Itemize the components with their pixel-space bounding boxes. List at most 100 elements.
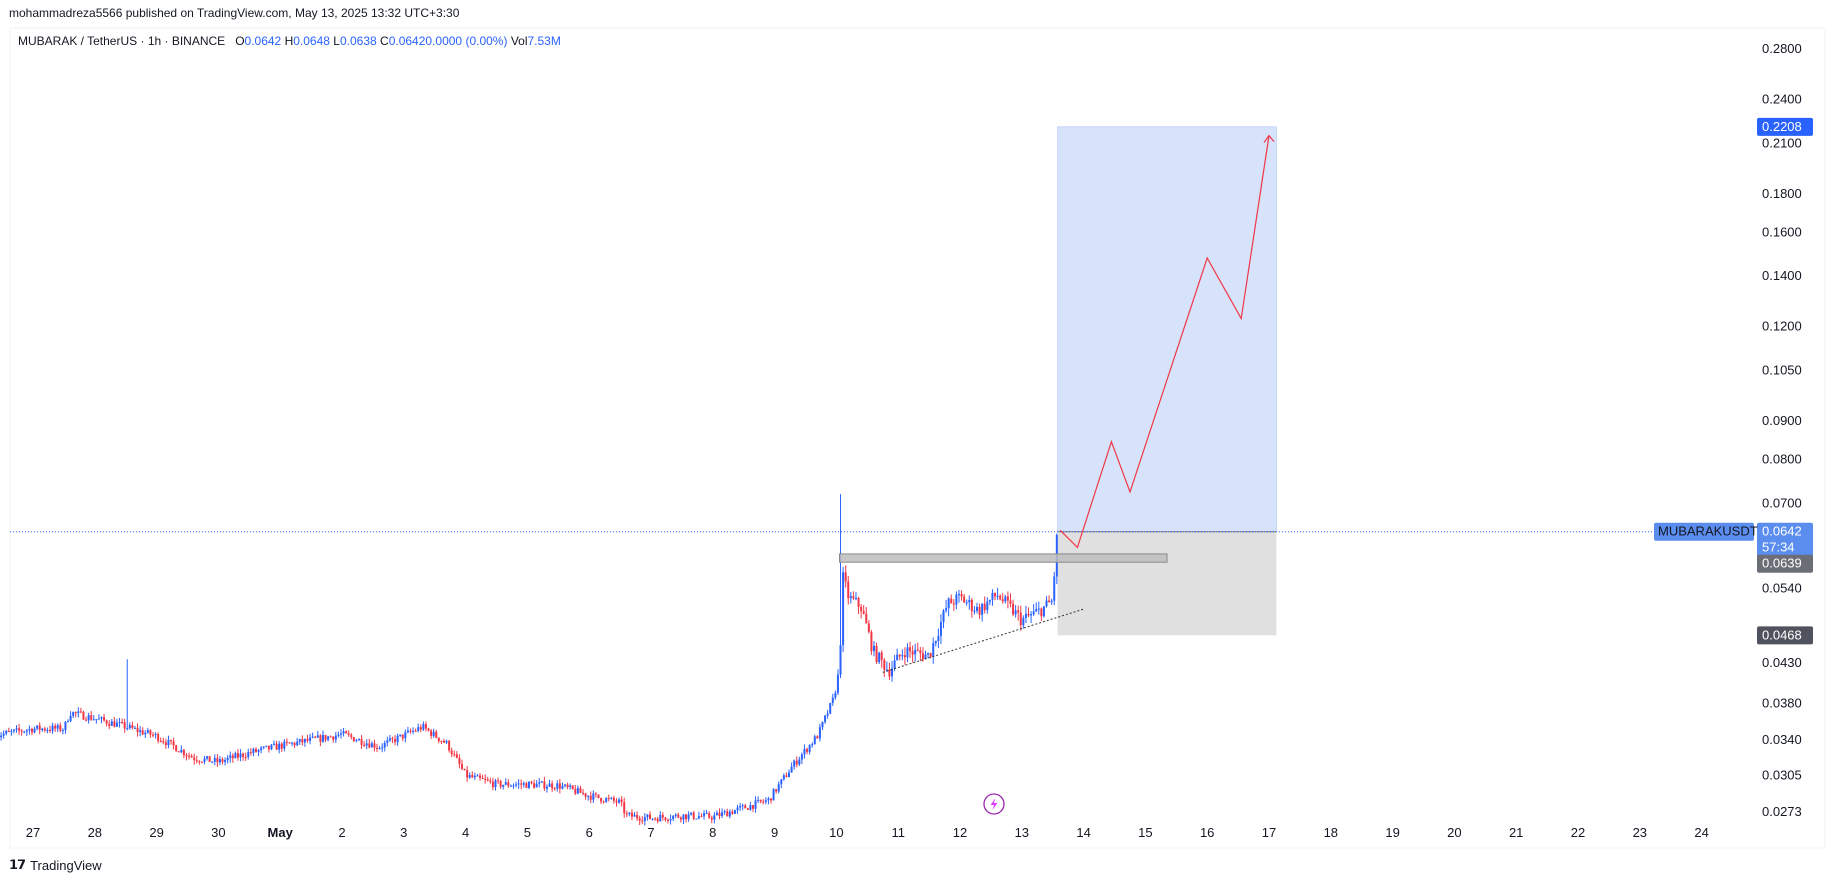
candle-body bbox=[236, 753, 239, 758]
candle-body bbox=[167, 739, 170, 746]
candle-body bbox=[20, 730, 23, 732]
candle-body bbox=[453, 754, 456, 756]
price-tick-label: 0.0900 bbox=[1762, 413, 1802, 428]
candle-body bbox=[324, 735, 327, 740]
candle-body bbox=[368, 743, 371, 748]
candle-body bbox=[782, 775, 785, 780]
candle-body bbox=[934, 641, 937, 644]
candle-body bbox=[95, 719, 98, 721]
candle-body bbox=[1040, 608, 1043, 617]
candle-body bbox=[898, 654, 901, 657]
candle-body bbox=[450, 750, 453, 755]
candle-body bbox=[757, 799, 760, 801]
candle-body bbox=[67, 721, 70, 723]
candle-body bbox=[885, 669, 888, 671]
candle-body bbox=[471, 775, 474, 778]
candle-body bbox=[618, 799, 621, 803]
legend-vol-label: Vol bbox=[510, 34, 528, 48]
legend-open-label: O bbox=[235, 34, 245, 48]
candle-body bbox=[836, 674, 839, 693]
candle-body bbox=[700, 816, 703, 818]
candle-body bbox=[942, 610, 945, 622]
candle-body bbox=[679, 817, 682, 820]
candle-body bbox=[788, 772, 791, 777]
candle-body bbox=[486, 779, 489, 781]
candle-body bbox=[231, 755, 234, 759]
candle-body bbox=[911, 651, 914, 655]
candle-body bbox=[551, 783, 554, 789]
candle-body bbox=[376, 747, 379, 749]
tradingview-footer[interactable]: 𝟭𝟳 TradingView bbox=[9, 857, 102, 873]
candle-body bbox=[666, 819, 669, 821]
candle-body bbox=[278, 743, 281, 750]
price-tick-label: 0.0800 bbox=[1762, 452, 1802, 467]
time-tick-label: 18 bbox=[1324, 825, 1338, 840]
candle-body bbox=[1032, 611, 1035, 615]
candle-body bbox=[914, 649, 917, 655]
candle-body bbox=[110, 721, 113, 726]
time-tick-label: 8 bbox=[709, 825, 716, 840]
candle-body bbox=[100, 717, 103, 719]
candle-body bbox=[74, 712, 77, 714]
candle-body bbox=[1001, 599, 1004, 602]
candle-body bbox=[592, 793, 595, 800]
candle-body bbox=[829, 702, 832, 714]
candle-body bbox=[849, 596, 852, 599]
candle-body bbox=[1048, 600, 1051, 603]
legend-vol-value: 7.53M bbox=[527, 34, 561, 48]
candle-body bbox=[345, 731, 348, 734]
candle-body bbox=[157, 733, 160, 741]
candle-body bbox=[92, 719, 95, 721]
candle-body bbox=[327, 736, 330, 740]
candle-body bbox=[723, 811, 726, 813]
candle-body bbox=[151, 734, 154, 736]
candle-body bbox=[556, 783, 559, 789]
candle-body bbox=[901, 655, 904, 657]
candle-body bbox=[713, 815, 716, 820]
candle-body bbox=[216, 758, 219, 763]
candle-body bbox=[381, 747, 384, 749]
candle-body bbox=[641, 820, 644, 822]
candle-body bbox=[710, 817, 713, 820]
candle-body bbox=[981, 603, 984, 615]
candle-body bbox=[834, 692, 837, 698]
candle-body bbox=[952, 603, 955, 605]
candle-body bbox=[1006, 596, 1009, 601]
resistance-price-badge-text: 0.0639 bbox=[1762, 556, 1802, 571]
candle-body bbox=[576, 788, 579, 794]
candle-body bbox=[412, 730, 415, 732]
candle-body bbox=[136, 727, 139, 732]
candle-body bbox=[440, 740, 443, 742]
candle-body bbox=[1004, 596, 1007, 602]
candle-body bbox=[409, 730, 412, 732]
candle-body bbox=[177, 751, 180, 753]
candle-body bbox=[772, 789, 775, 801]
candle-body bbox=[133, 727, 136, 729]
candle-body bbox=[540, 781, 543, 783]
candle-body bbox=[687, 814, 690, 820]
candle-body bbox=[824, 715, 827, 722]
candle-body bbox=[999, 595, 1002, 600]
candle-body bbox=[435, 731, 438, 738]
candle-body bbox=[852, 596, 855, 599]
candle-body bbox=[28, 728, 31, 731]
candle-body bbox=[924, 654, 927, 660]
projected-path bbox=[1059, 135, 1270, 549]
price-tick-label: 0.0380 bbox=[1762, 696, 1802, 711]
candle-body bbox=[417, 727, 420, 731]
candle-body bbox=[842, 572, 845, 646]
candle-body bbox=[252, 748, 255, 753]
candle-body bbox=[352, 737, 355, 742]
candle-body bbox=[1035, 609, 1038, 612]
candle-body bbox=[746, 808, 749, 810]
countdown-text: 57:34 bbox=[1762, 540, 1795, 555]
legend-symbol[interactable]: MUBARAK / TetherUS · 1h · BINANCE bbox=[18, 34, 226, 48]
time-tick-label: 2 bbox=[338, 825, 345, 840]
candle-body bbox=[182, 749, 185, 756]
price-tick-label: 0.0700 bbox=[1762, 495, 1802, 510]
candle-body bbox=[319, 735, 322, 742]
candle-body bbox=[597, 794, 600, 798]
candle-body bbox=[363, 744, 366, 746]
candle-body bbox=[0, 735, 3, 738]
